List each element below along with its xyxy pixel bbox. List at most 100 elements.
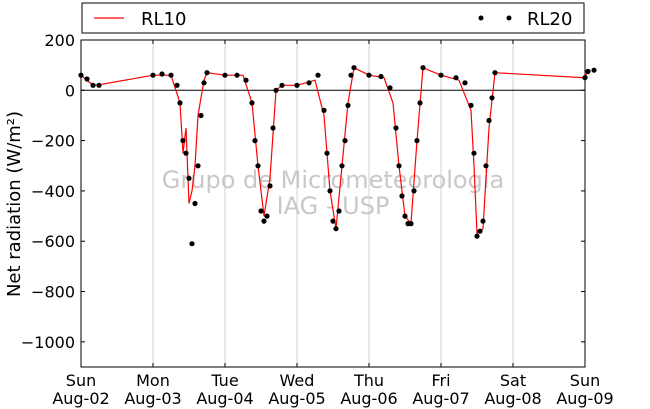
x-tick-label-day: Thu [353,371,384,390]
data-point-rl20 [591,67,597,73]
legend: RL10 RL20 [81,2,585,34]
data-point-rl20 [267,183,273,189]
data-point-rl20 [453,75,459,81]
data-point-rl20 [264,213,270,219]
data-point-rl20 [321,107,327,113]
data-point-rl20 [342,138,348,144]
data-point-rl20 [273,87,279,93]
data-point-rl20 [180,138,186,144]
data-point-rl20 [411,188,417,194]
data-point-rl20 [204,70,210,76]
data-point-rl20 [327,188,333,194]
y-tick-label: −600 [31,232,75,251]
data-point-rl20 [393,125,399,131]
data-point-rl20 [84,76,90,82]
data-point-rl20 [222,72,228,78]
data-point-rl20 [477,228,483,234]
data-point-rl20 [339,163,345,169]
y-tick-label: −800 [31,283,75,302]
data-point-rl20 [420,65,426,71]
data-point-rl20 [471,150,477,156]
x-tick-label-date: Aug-07 [412,389,469,408]
grid-lines [152,40,514,367]
x-tick-label-day: Wed [280,371,315,390]
y-tick-label: 200 [44,31,75,50]
legend-label-rl20: RL20 [527,9,572,30]
y-tick-label: −1000 [21,333,75,352]
data-point-rl20 [492,70,498,76]
series-line-rl10 [80,66,589,235]
x-tick-label-date: Aug-04 [196,389,253,408]
x-tick-label-date: Aug-06 [340,389,397,408]
data-point-rl20 [333,226,339,232]
data-point-rl20 [177,100,183,106]
data-point-rl20 [468,102,474,108]
data-point-rl20 [315,72,321,78]
data-point-rl20 [366,72,372,78]
data-point-rl20 [174,82,180,88]
plot-area [80,39,586,368]
data-point-rl20 [255,163,261,169]
x-tick-label-day: Mon [136,371,170,390]
data-point-rl20 [186,175,192,181]
data-point-rl20 [414,138,420,144]
data-point-rl20 [399,193,405,199]
x-tick-label-date: Aug-08 [484,389,541,408]
data-point-rl20 [438,72,444,78]
y-axis-ticks: 200 0 −200 −400 −600 −800 −1000 [21,31,585,352]
y-axis-label: Net radiation (W/m²) [4,111,25,297]
data-point-rl20 [249,100,255,106]
data-point-rl20 [96,82,102,88]
data-point-rl20 [489,95,495,101]
watermark: Grupo de Micrometeorologia IAG - USP [162,166,504,220]
legend-swatch-rl20-dot-1 [478,15,484,21]
watermark-line-1: Grupo de Micrometeorologia [162,166,504,194]
x-tick-label-date: Aug-05 [268,389,325,408]
data-point-rl20 [336,208,342,214]
x-tick-label-date: Aug-03 [124,389,181,408]
data-point-rl20 [345,102,351,108]
data-point-rl20 [582,75,588,81]
data-point-rl20 [585,68,591,74]
data-point-rl20 [408,221,414,227]
data-point-rl20 [198,112,204,119]
data-point-rl20 [261,218,267,224]
data-point-rl20 [258,208,264,214]
legend-swatch-rl20-dot-2 [506,15,512,21]
data-point-rl20 [234,72,240,78]
data-point-rl20 [294,82,300,88]
data-point-rl20 [348,72,354,78]
data-point-rl20 [402,213,408,219]
data-point-rl20 [330,218,336,224]
data-point-rl20 [252,138,258,144]
data-point-rl20 [243,77,249,83]
data-point-rl20 [168,72,174,78]
data-point-rl20 [90,82,96,88]
data-point-rl20 [183,150,189,156]
data-point-rl20 [189,241,195,247]
data-point-rl20 [480,218,486,224]
series-group [78,65,597,247]
data-point-rl20 [486,117,492,124]
data-point-rl20 [387,85,393,91]
x-axis-ticks: SunAug-02MonAug-03TueAug-04WedAug-05ThuA… [52,40,614,408]
data-point-rl20 [78,72,84,78]
y-tick-label: −400 [31,182,75,201]
y-tick-label: −200 [31,132,75,151]
data-point-rl20 [279,82,285,88]
y-tick-label: 0 [65,81,75,100]
x-tick-label-day: Tue [210,371,238,390]
data-point-rl20 [324,150,330,156]
data-point-rl20 [483,163,489,169]
data-point-rl20 [201,80,207,86]
data-point-rl20 [192,200,198,207]
data-point-rl20 [150,72,156,78]
x-tick-label-day: Fri [431,371,450,390]
data-point-rl20 [396,163,402,169]
data-point-rl20 [195,163,201,169]
data-point-rl20 [306,80,312,86]
data-point-rl20 [378,73,384,80]
x-tick-label-date: Aug-09 [556,389,613,408]
x-tick-label-day: Sun [570,371,600,390]
